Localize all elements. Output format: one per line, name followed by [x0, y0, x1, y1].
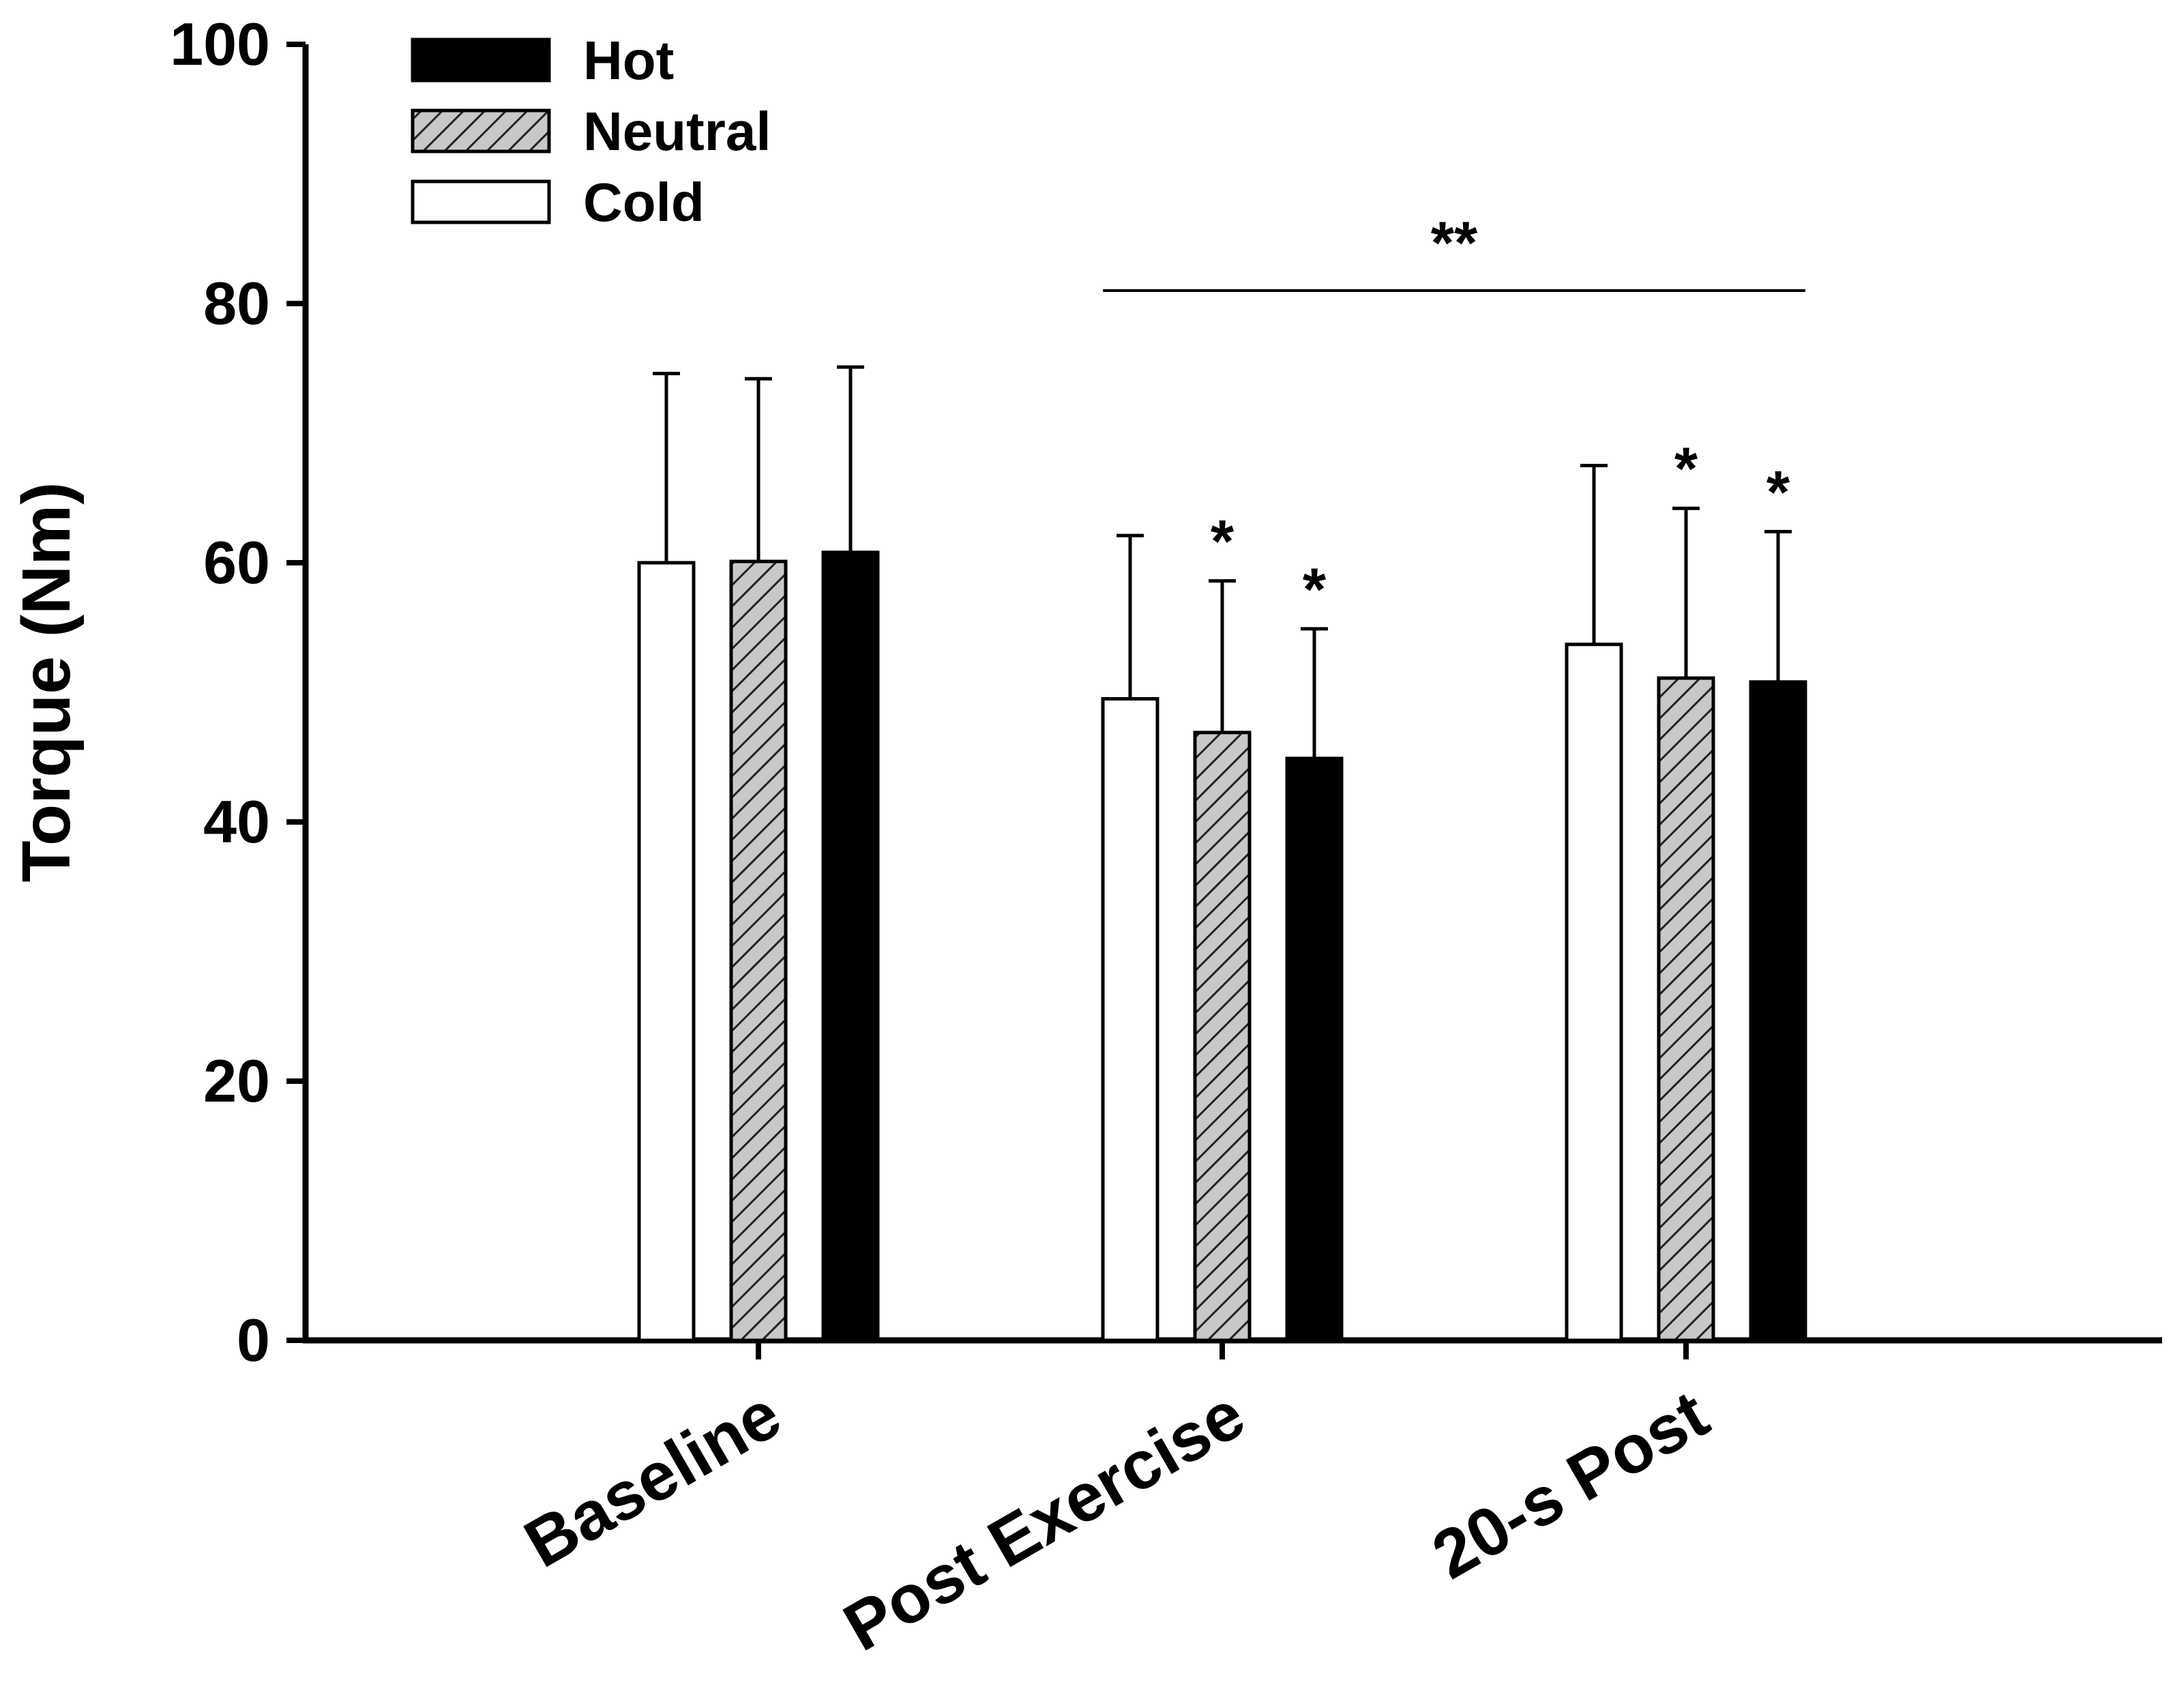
- y-tick-label-80: 80: [203, 269, 270, 337]
- x-tick-label-1: Post Exercise: [831, 1376, 1257, 1666]
- legend-label-hot: Hot: [583, 30, 674, 91]
- significance-marker-hot-2: *: [1767, 458, 1790, 525]
- x-tick-label-0: Baseline: [512, 1376, 793, 1582]
- legend-label-cold: Cold: [583, 172, 705, 233]
- significance-marker-neutral-1: *: [1211, 507, 1235, 575]
- y-tick-label-0: 0: [237, 1306, 270, 1374]
- bar-hot-2: [1749, 680, 1807, 1342]
- legend: Hot Neutral Cold: [411, 30, 771, 233]
- bar-hot-1: [1285, 756, 1344, 1342]
- y-tick-label-100: 100: [170, 10, 270, 78]
- bar-cold-0: [637, 561, 696, 1342]
- axes-group: 0 20 40 60 80 100 Baseline Post Exercise 20-s Po…: [170, 10, 2162, 1666]
- y-tick-label-40: 40: [203, 788, 270, 855]
- bracket-label: **: [1431, 209, 1478, 276]
- bar-cold-2: [1565, 643, 1623, 1342]
- bar-hot-0: [821, 550, 880, 1342]
- legend-label-neutral: Neutral: [583, 101, 771, 162]
- x-tick-label-2: 20-s Post: [1420, 1376, 1721, 1593]
- significance-marker-neutral-2: *: [1674, 435, 1698, 502]
- legend-swatch-neutral: [411, 108, 551, 153]
- y-tick-label-20: 20: [203, 1047, 270, 1115]
- bar-neutral-1: [1193, 731, 1252, 1342]
- annotations-group: *** ***: [1103, 209, 1805, 623]
- y-axis-label: Torque (Nm): [8, 482, 85, 883]
- bar-neutral-0: [729, 559, 788, 1342]
- bars-group: [637, 365, 1807, 1342]
- bar-neutral-2: [1657, 676, 1715, 1342]
- bar-cold-1: [1101, 697, 1159, 1342]
- y-tick-label-60: 60: [203, 529, 270, 596]
- legend-swatch-cold: [411, 179, 551, 224]
- significance-marker-hot-1: *: [1303, 555, 1327, 623]
- legend-swatch-hot: [411, 38, 551, 83]
